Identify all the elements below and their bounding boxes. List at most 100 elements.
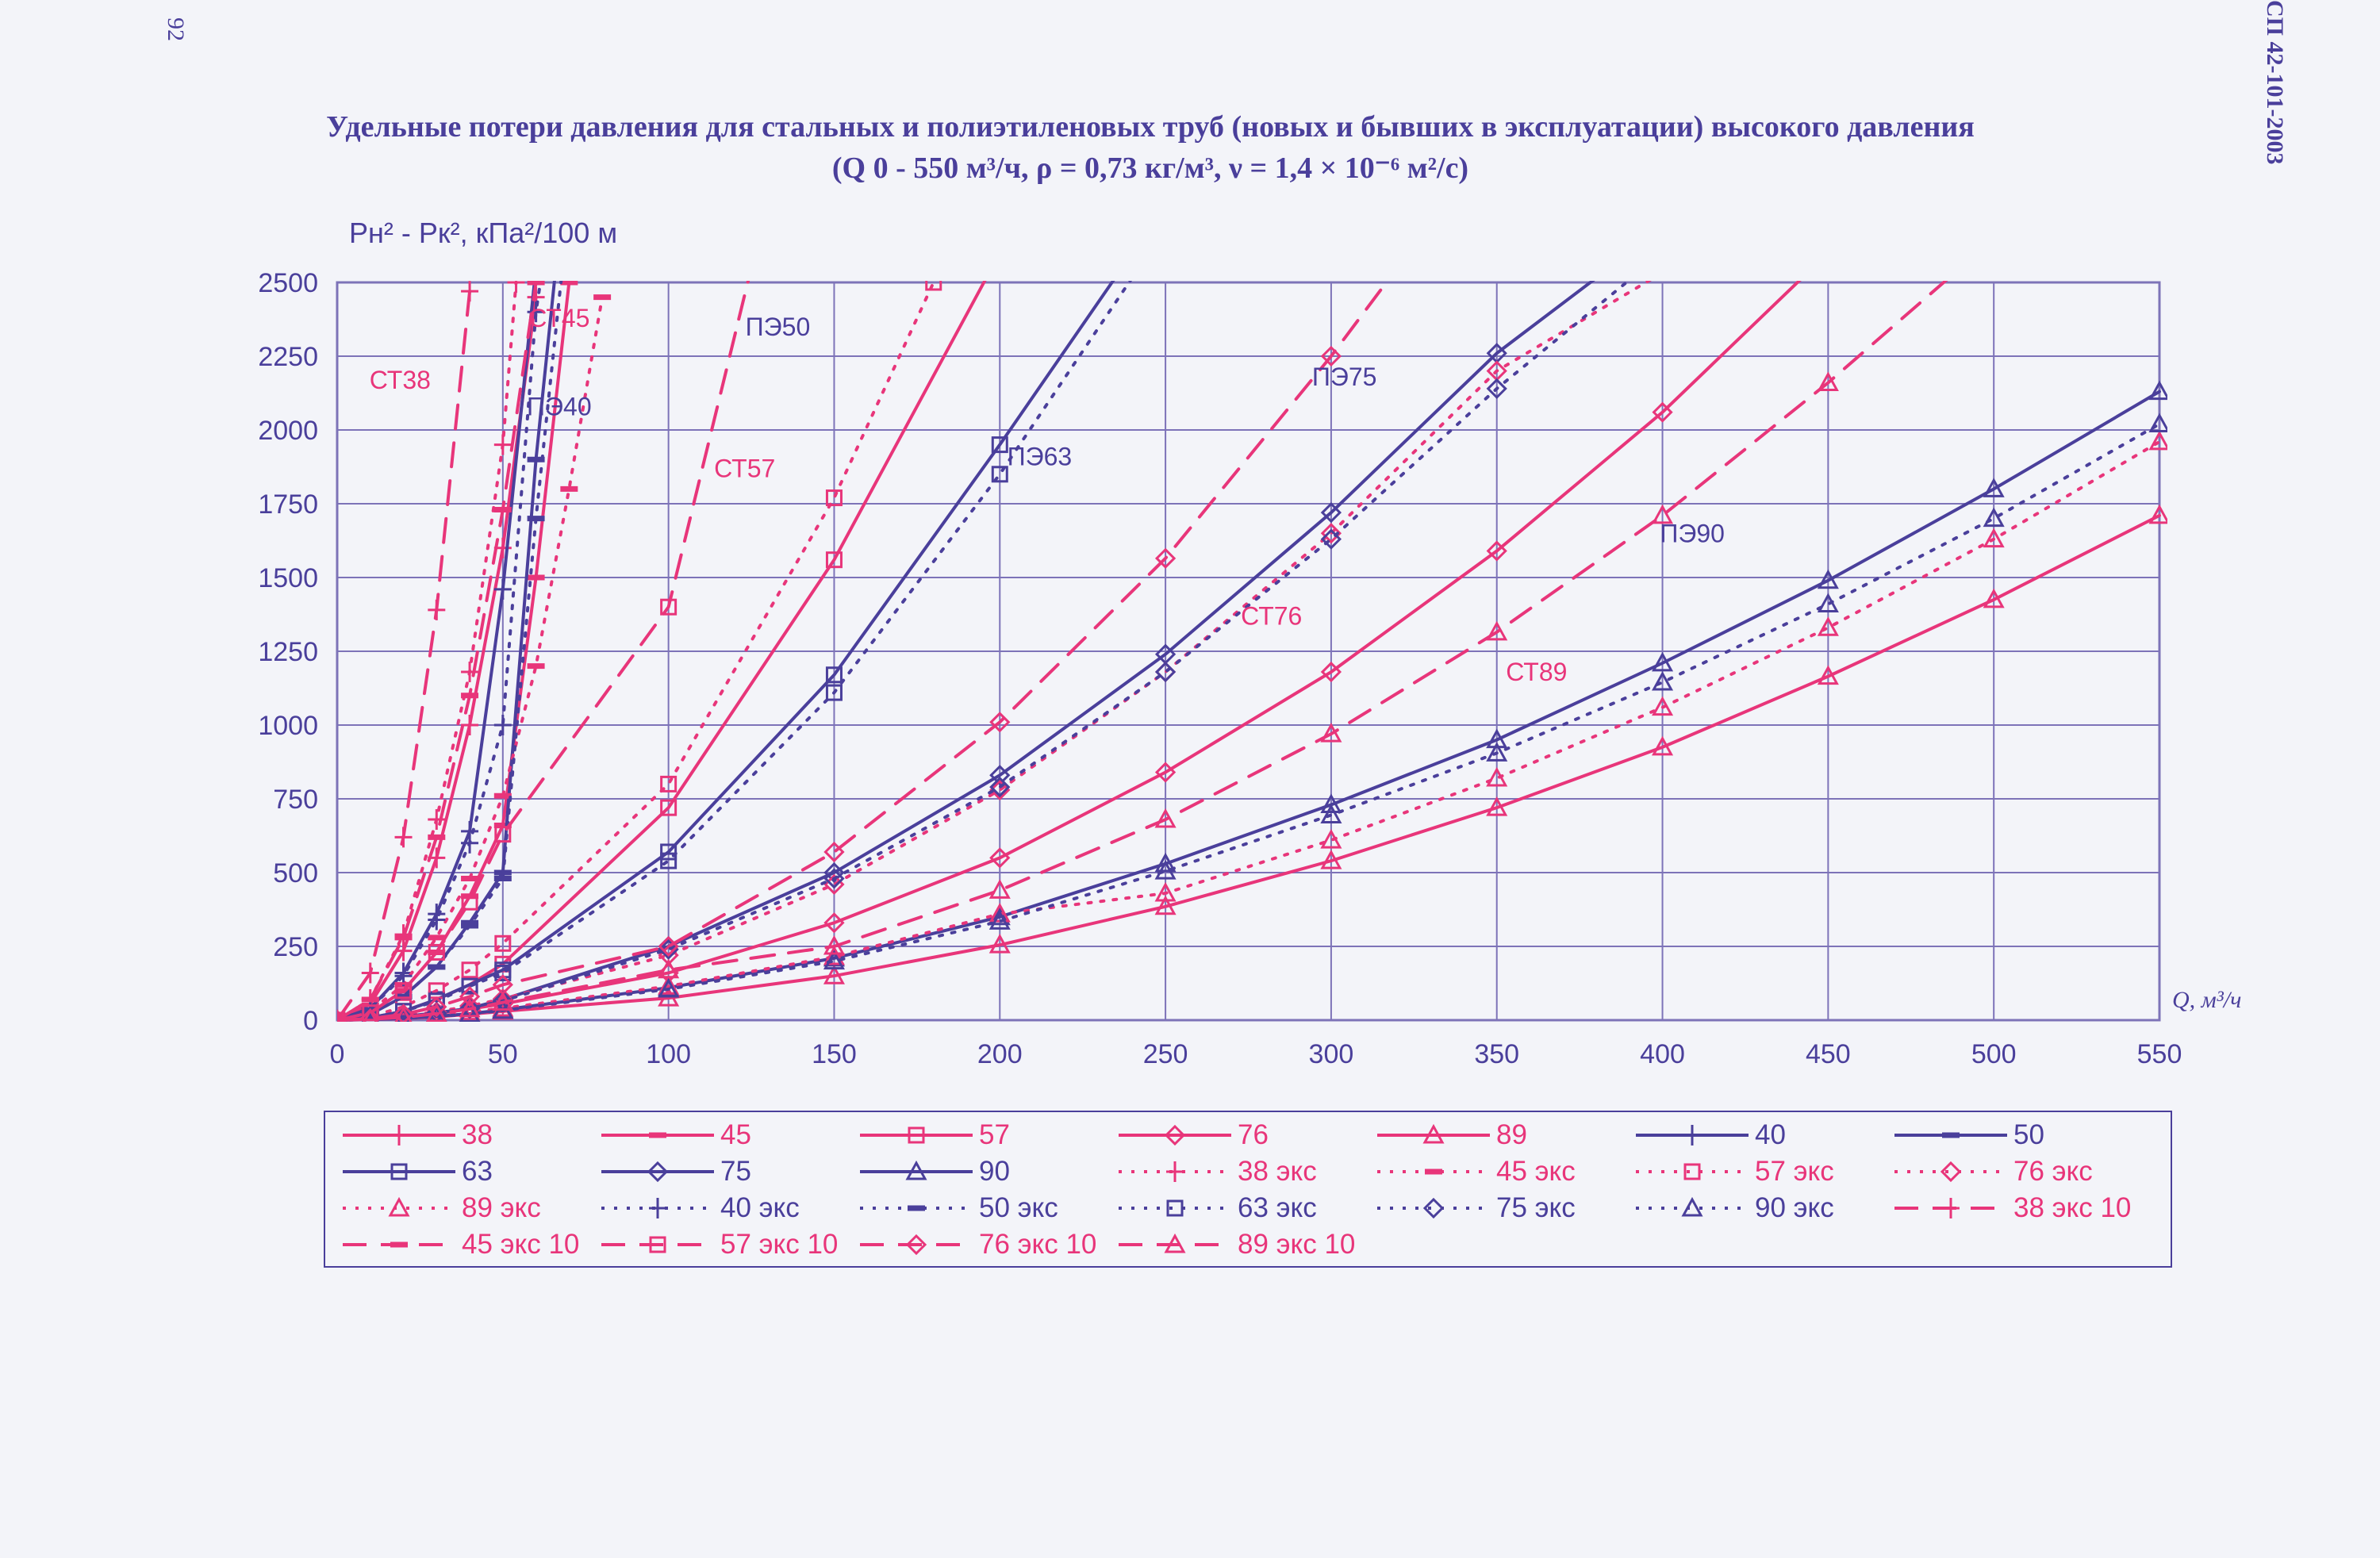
data-point <box>1817 593 1839 612</box>
series-line <box>337 281 474 1022</box>
series-line <box>337 439 2161 1022</box>
curve-label: ПЭ63 <box>1008 443 1073 471</box>
legend-label: 75 экс <box>1496 1192 1576 1223</box>
data-point <box>1817 665 1839 685</box>
y-tick-label: 2500 <box>258 268 318 298</box>
data-point <box>1652 401 1673 423</box>
legend-item: 90 <box>857 1153 1010 1190</box>
data-point <box>1486 620 1508 641</box>
legend-swatch <box>343 1125 455 1145</box>
legend-marker <box>1166 1199 1184 1217</box>
legend-marker <box>1683 1125 1701 1145</box>
legend-item: 50 <box>1891 1117 2044 1153</box>
legend-swatch <box>860 1234 973 1256</box>
data-point <box>337 1009 348 1022</box>
legend-swatch <box>1377 1168 1490 1175</box>
series-89-экс <box>337 430 2167 1022</box>
legend-label: 75 <box>720 1156 751 1187</box>
legend-label: 89 экс <box>462 1192 541 1223</box>
curve-label: СТ89 <box>1506 658 1567 686</box>
legend-label: 40 <box>1755 1119 1786 1150</box>
legend-label: 57 экс <box>1755 1156 1834 1187</box>
data-point <box>1983 528 2005 548</box>
data-point <box>459 996 481 1017</box>
legend-item: 38 экс <box>1115 1153 1317 1190</box>
data-point <box>989 779 1011 800</box>
legend-label: 90 <box>979 1156 1010 1187</box>
legend-item: 45 экс <box>1374 1153 1576 1190</box>
legend-item: 89 <box>1374 1117 1527 1153</box>
x-tick-label: 100 <box>646 1039 691 1069</box>
series-40-экс <box>337 281 545 1022</box>
data-point <box>823 965 845 984</box>
data-point <box>394 924 413 946</box>
legend-item: 90 экс <box>1633 1190 1834 1226</box>
series-line <box>337 281 543 1022</box>
data-point <box>1320 345 1342 367</box>
series-45-экс-10 <box>337 281 545 1022</box>
legend-label: 50 экс <box>979 1192 1058 1223</box>
data-point <box>1154 808 1177 828</box>
data-point <box>459 986 481 1007</box>
legend-marker <box>1422 1123 1445 1144</box>
data-point <box>825 489 843 507</box>
data-point <box>461 977 478 995</box>
data-point <box>1320 828 1342 849</box>
data-point <box>988 934 1011 954</box>
legend-item: 89 экс <box>340 1190 541 1226</box>
legend-swatch <box>343 1241 455 1248</box>
legend-marker <box>390 1163 408 1180</box>
data-point <box>658 935 679 957</box>
data-point <box>1486 742 1508 762</box>
legend-item: 76 экс 10 <box>857 1226 1096 1263</box>
legend-item: 57 <box>857 1117 1010 1153</box>
data-point <box>1154 661 1177 683</box>
legend-item: 45 <box>598 1117 751 1153</box>
legend-swatch <box>860 1205 973 1211</box>
legend-label: 45 экс 10 <box>462 1229 580 1260</box>
legend-item: 57 экс 10 <box>598 1226 838 1263</box>
legend-label: 38 экс <box>1238 1156 1317 1187</box>
legend-item: 45 экс 10 <box>340 1226 579 1263</box>
x-tick-label: 50 <box>488 1039 518 1069</box>
data-point <box>393 1003 414 1022</box>
data-point <box>660 852 678 869</box>
x-tick-label: 500 <box>1971 1039 2017 1069</box>
data-point <box>989 776 1011 798</box>
series-76 <box>337 281 1802 1022</box>
data-point <box>658 977 680 998</box>
curve-label: СТ57 <box>714 455 775 483</box>
legend-item: 57 экс <box>1633 1153 1834 1190</box>
data-point <box>823 868 845 889</box>
series-90 <box>337 380 2167 1022</box>
legend-swatch <box>1636 1163 1749 1180</box>
legend-item: 63 <box>340 1153 493 1190</box>
legend: 38 45 57 76 89 40 50 63 75 90 38 экс 45 экс 57 экс 76… <box>324 1111 2172 1268</box>
legend-marker <box>905 1160 927 1180</box>
legend-swatch <box>1119 1233 1231 1253</box>
y-tick-label: 500 <box>273 858 318 888</box>
legend-label: 76 экс 10 <box>979 1229 1097 1260</box>
data-point <box>1817 569 1839 589</box>
data-point <box>1154 852 1177 873</box>
legend-marker <box>1164 1233 1186 1253</box>
data-point <box>428 943 445 961</box>
legend-label: 57 экс 10 <box>720 1229 839 1260</box>
legend-swatch <box>1377 1123 1490 1144</box>
legend-swatch <box>601 1198 714 1218</box>
data-point <box>1320 804 1342 823</box>
x-tick-label: 550 <box>2137 1039 2182 1069</box>
legend-swatch <box>601 1161 714 1183</box>
legend-swatch <box>1119 1124 1231 1146</box>
curve-label: ПЭ50 <box>746 313 811 341</box>
data-point <box>1652 735 1674 756</box>
series-line <box>337 390 2161 1022</box>
annotations: СТ38 СТ45 ПЭ40 ПЭ50 СТ57 ПЭ63 ПЭ75 СТ76 ПЭ90 СТ89 <box>370 304 1725 686</box>
series-76-экс-10 <box>337 281 1390 1022</box>
legend-item: 50 экс <box>857 1190 1058 1226</box>
series-line <box>337 422 2161 1022</box>
data-point <box>494 934 512 952</box>
data-point <box>823 950 845 970</box>
legend-label: 45 <box>720 1119 751 1150</box>
